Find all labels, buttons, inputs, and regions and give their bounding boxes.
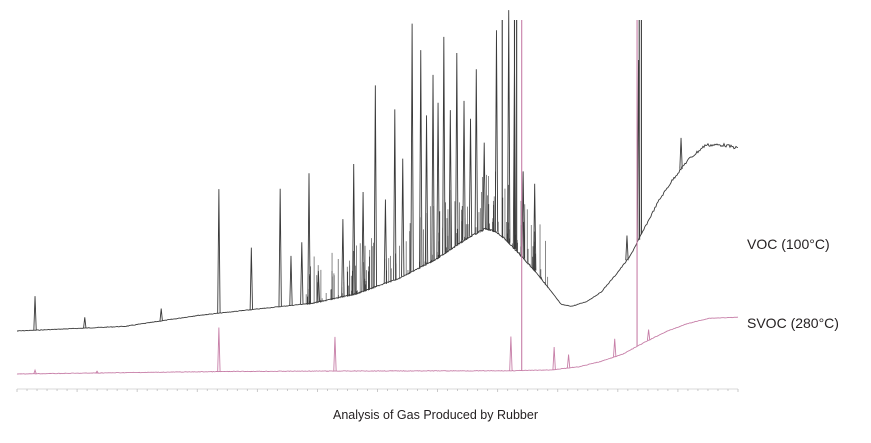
peak bbox=[482, 142, 486, 230]
peak bbox=[448, 110, 452, 250]
series-label-svoc: SVOC (280°C) bbox=[747, 315, 839, 331]
peak bbox=[521, 171, 525, 259]
peak bbox=[159, 308, 163, 321]
peak bbox=[33, 296, 37, 331]
peak bbox=[341, 219, 345, 297]
peak bbox=[410, 23, 414, 272]
peak bbox=[83, 317, 87, 329]
peak bbox=[333, 336, 337, 372]
peak bbox=[383, 199, 388, 284]
peak bbox=[300, 242, 304, 305]
series-label-voc: VOC (100°C) bbox=[747, 236, 830, 252]
peak bbox=[468, 118, 473, 237]
peak bbox=[566, 354, 571, 369]
peak bbox=[217, 327, 221, 372]
peak bbox=[431, 74, 435, 261]
peak bbox=[442, 36, 446, 254]
peak bbox=[352, 164, 356, 295]
peak bbox=[393, 109, 397, 280]
peak bbox=[533, 183, 537, 271]
peak bbox=[507, 10, 511, 243]
peak bbox=[646, 329, 651, 341]
peak bbox=[401, 158, 405, 277]
series-svoc bbox=[16, 20, 739, 375]
peak bbox=[552, 347, 556, 370]
chart-caption: Analysis of Gas Produced by Rubber bbox=[333, 408, 538, 422]
peak bbox=[278, 188, 282, 307]
peak bbox=[424, 115, 429, 265]
peak bbox=[679, 137, 683, 169]
peak bbox=[95, 370, 99, 374]
peak bbox=[436, 102, 440, 258]
peak bbox=[509, 336, 513, 371]
series-group bbox=[16, 10, 739, 375]
peak bbox=[249, 247, 253, 310]
peak bbox=[613, 338, 617, 357]
peak bbox=[419, 50, 423, 268]
series-baseline bbox=[16, 316, 739, 375]
peak bbox=[307, 173, 311, 304]
x-axis bbox=[16, 388, 739, 392]
peak bbox=[33, 368, 37, 374]
series-voc bbox=[17, 10, 739, 332]
peak bbox=[462, 100, 466, 241]
peak bbox=[474, 69, 478, 234]
peak bbox=[494, 30, 499, 232]
peak bbox=[625, 235, 629, 261]
peak bbox=[289, 255, 293, 306]
peak bbox=[361, 192, 365, 292]
peak bbox=[373, 85, 377, 287]
series-baseline bbox=[17, 142, 739, 332]
peak bbox=[455, 53, 459, 246]
peak bbox=[217, 189, 221, 314]
